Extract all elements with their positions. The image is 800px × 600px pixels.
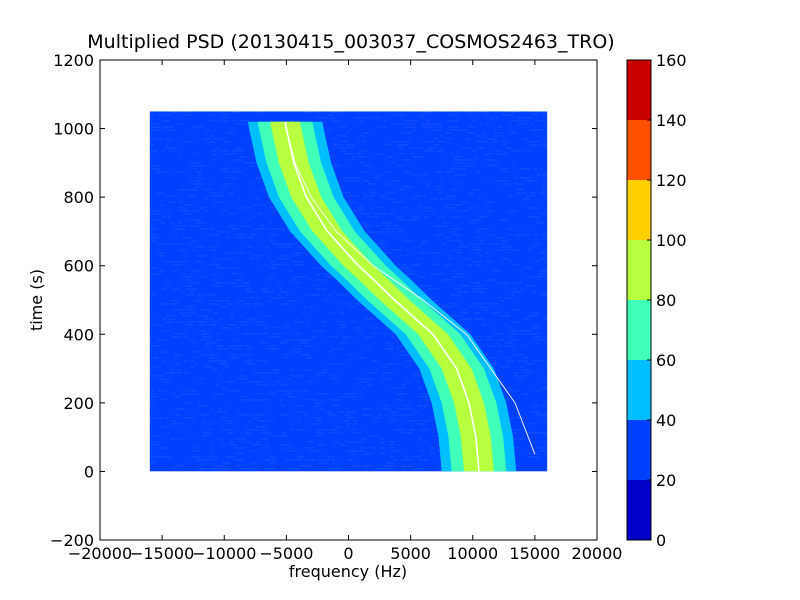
signal-band-80-100	[270, 121, 494, 472]
colorbar-segment	[627, 300, 651, 360]
y-tick-label: 800	[63, 188, 94, 207]
colorbar-segment	[627, 480, 651, 540]
colorbar-tick-label: 160	[656, 51, 687, 70]
x-tick-label: 15000	[509, 544, 560, 563]
colorbar-tick-label: 40	[656, 411, 676, 430]
colorbar-tick-label: 60	[656, 351, 676, 370]
x-tick-label: −15000	[130, 544, 194, 563]
plot-area: −20000−15000−10000 −5000 0 5000 10000 15000 20…	[50, 51, 622, 563]
x-tick-label: 5000	[390, 544, 431, 563]
heatmap	[149, 111, 548, 472]
colorbar-segment	[627, 60, 651, 120]
colorbar-tick-label: 80	[656, 291, 676, 310]
y-tick-label: 1000	[53, 120, 94, 139]
y-tick-label: 0	[84, 462, 94, 481]
y-axis: −200 0 200 400 600 800 1000 1200	[50, 51, 597, 550]
colorbar-tick-label: 0	[656, 531, 666, 550]
y-tick-label: 600	[63, 257, 94, 276]
x-tick-label: 10000	[447, 544, 498, 563]
colorbar-tick-label: 120	[656, 171, 687, 190]
x-tick-label: −20000	[68, 544, 132, 563]
colorbar-segment	[627, 240, 651, 300]
signal-track-center	[284, 121, 480, 472]
colorbar-tick-label: 140	[656, 111, 687, 130]
y-tick-label: 200	[63, 394, 94, 413]
secondary-track	[285, 128, 536, 455]
colorbar-tick-label: 20	[656, 471, 676, 490]
colorbar-tick-label: 100	[656, 231, 687, 250]
x-tick-label: −5000	[259, 544, 313, 563]
y-axis-label: time (s)	[27, 269, 46, 331]
x-tick-label: 0	[343, 544, 353, 563]
y-tick-label: 1200	[53, 51, 94, 70]
colorbar-segment	[627, 420, 651, 480]
y-tick-label: 400	[63, 325, 94, 344]
colorbar-segment	[627, 360, 651, 420]
y-tick-label: −200	[50, 531, 94, 550]
colorbar-segment	[627, 120, 651, 180]
x-axis: −20000−15000−10000 −5000 0 5000 10000 15000 20…	[68, 60, 623, 563]
chart-title: Multiplied PSD (20130415_003037_COSMOS24…	[87, 31, 614, 53]
x-tick-label: −10000	[192, 544, 256, 563]
colorbar-segment	[627, 180, 651, 240]
x-tick-label: 20000	[572, 544, 623, 563]
colorbar: 0 20 40 60 80 100 120 140 160	[626, 51, 687, 550]
x-axis-label: frequency (Hz)	[289, 562, 407, 581]
